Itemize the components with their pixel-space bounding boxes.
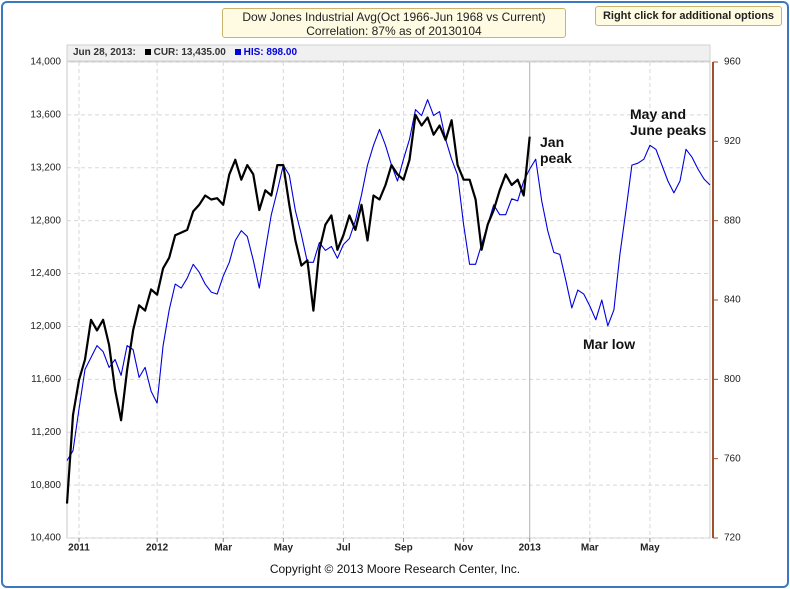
readout-date: Jun 28, 2013: — [73, 47, 136, 58]
y-tick-label: 12,000 — [30, 321, 61, 332]
y2-tick-label: 880 — [724, 215, 741, 226]
annotation: May and June peaks — [630, 106, 706, 138]
readout-his: HIS: 898.00 — [234, 47, 298, 58]
annotation-line: peak — [540, 150, 572, 166]
x-tick-label: 2011 — [68, 543, 90, 554]
readout-swatch — [234, 49, 241, 55]
y2-tick-label: 800 — [724, 374, 741, 385]
title-box: Dow Jones Industrial Avg(Oct 1966-Jun 19… — [222, 8, 566, 38]
x-tick-label: May — [274, 543, 294, 554]
readout-cur: CUR: 13,435.00 — [144, 47, 226, 58]
y-tick-label: 11,200 — [31, 427, 61, 438]
plot-area — [66, 61, 711, 539]
y2-tick-label: 840 — [724, 295, 741, 306]
y-tick-label: 10,400 — [30, 533, 61, 544]
chart-title: Dow Jones Industrial Avg(Oct 1966-Jun 19… — [242, 10, 546, 24]
x-tick-label: Mar — [581, 543, 599, 554]
x-tick-label: Nov — [454, 543, 473, 554]
annotation-line: Jan — [540, 134, 564, 150]
x-tick-label: Mar — [214, 543, 232, 554]
annotation-line: June peaks — [630, 122, 706, 138]
y-tick-label: 13,200 — [30, 162, 61, 173]
x-tick-label: Jul — [336, 543, 351, 554]
readout-bar: Jun 28, 2013: CUR: 13,435.00 HIS: 898.00 — [67, 45, 710, 61]
y-tick-label: 10,800 — [30, 480, 61, 491]
readout-his-text: HIS: 898.00 — [243, 47, 298, 58]
x-tick-label: Sep — [394, 543, 412, 554]
series-line — [65, 113, 531, 504]
x-tick-label: May — [640, 543, 660, 554]
y2-tick-label: 960 — [724, 57, 741, 68]
y2-tick-label: 760 — [724, 453, 741, 464]
readout-cur-text: CUR: 13,435.00 — [153, 47, 226, 58]
x-tick-label: 2012 — [146, 543, 169, 554]
annotation-line: Mar low — [583, 336, 635, 352]
x-tick-label: 2013 — [519, 543, 542, 554]
y-tick-label: 13,600 — [30, 110, 61, 121]
y-tick-label: 11,600 — [31, 374, 61, 385]
annotation: Jan peak — [540, 134, 572, 166]
y-tick-label: 12,400 — [30, 268, 61, 279]
copyright: Copyright © 2013 Moore Research Center, … — [269, 562, 521, 576]
y-tick-label: 14,000 — [30, 57, 61, 68]
y2-tick-label: 920 — [724, 136, 741, 147]
y-tick-label: 12,800 — [30, 215, 61, 226]
chart-subtitle: Correlation: 87% as of 20130104 — [306, 24, 482, 38]
series-line — [66, 99, 711, 461]
annotation-line: May and — [630, 106, 686, 122]
y2-tick-label: 720 — [724, 533, 741, 544]
readout-swatch — [144, 49, 151, 55]
options-button[interactable]: Right click for additional options — [595, 6, 782, 26]
readout-background — [66, 44, 711, 62]
annotation: Mar low — [583, 336, 635, 352]
